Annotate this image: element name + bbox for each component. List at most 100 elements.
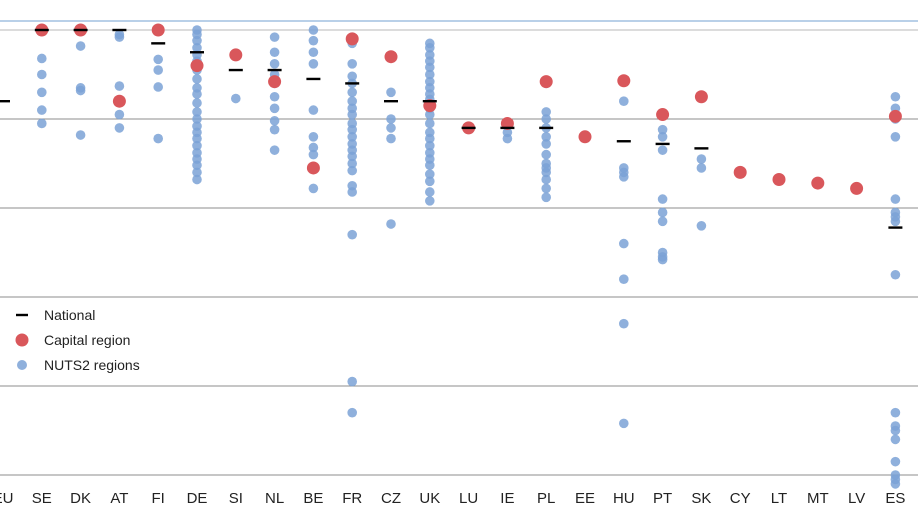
region-point [192,43,202,53]
region-point [890,91,901,102]
capital-point [850,181,864,195]
region-point [890,479,901,489]
region-point [657,124,668,135]
region-point [619,172,629,182]
capital-point [112,94,126,108]
x-tick-label: IE [500,490,514,507]
x-tick-label: PL [537,490,555,507]
region-point [347,165,358,176]
region-point [192,35,202,46]
region-point [37,87,47,98]
region-point [386,87,396,98]
region-point [657,145,668,155]
x-tick-label: LT [771,490,787,507]
region-point [269,59,280,69]
capital-point [268,75,282,89]
x-tick-label: EE [575,490,595,507]
legend-capital-label: Capital region [44,332,130,348]
region-point [890,407,901,418]
x-tick-label: SI [229,490,243,507]
x-tick-label: CZ [381,490,401,507]
region-point [308,183,319,194]
x-tick-label: FI [152,490,165,507]
capital-point [617,74,631,88]
capital-point [772,173,786,187]
region-point [619,96,629,106]
region-point [541,174,551,185]
region-point [541,132,551,142]
capital-point [190,59,204,73]
x-tick-label: SE [32,490,52,507]
capital-point [578,130,592,144]
region-point [425,43,435,53]
capital-point [345,32,359,46]
region-point [425,133,435,144]
region-point [347,71,358,82]
region-point [347,229,358,240]
region-point [619,274,629,285]
region-point [657,194,668,204]
region-point [696,163,707,173]
region-point [425,187,435,197]
region-point [502,133,513,144]
region-point [890,216,901,227]
x-tick-label: EU [0,490,13,507]
region-point [890,434,901,445]
region-point [386,114,396,124]
x-tick-label: NL [265,490,284,507]
region-point [386,133,396,144]
region-point [425,69,435,80]
legend: National Capital region NUTS2 regions [15,307,140,373]
region-point [425,140,435,151]
region-point [425,118,435,129]
capital-point [656,108,670,122]
region-point [619,238,629,249]
region-point [269,32,280,42]
capital-point [423,99,437,113]
region-point [269,103,280,114]
legend-regions-label: NUTS2 regions [44,357,140,373]
x-tick-label: HU [613,490,635,507]
x-tick-label: PT [653,490,672,507]
region-point [153,133,163,144]
region-point [153,82,163,92]
capital-point [500,116,514,130]
x-tick-label: CY [730,490,751,507]
x-tick-label: DK [70,490,91,507]
region-point [114,109,125,120]
x-tick-label: BE [303,490,323,507]
region-point [192,174,202,185]
region-point [114,123,125,133]
region-point [425,169,435,179]
region-point [386,219,396,229]
region-point [619,418,629,429]
x-tick-label: LV [848,490,865,507]
region-point [425,109,435,120]
gridlines [0,20,918,476]
region-point [308,59,319,69]
region-point [192,160,202,171]
capital-point [151,23,165,37]
region-point [114,32,125,42]
capital-point [539,75,553,89]
x-axis-ticks: EU SE DK AT FI DE SI NL BE FR CZ UK LU IE PL EE HU PT SK CY… [0,490,905,507]
capital-point [733,165,747,179]
capital-point [694,90,708,104]
region-point [75,130,86,140]
capital-point [888,109,902,123]
nuts2-series [37,25,901,489]
legend-national-label: National [44,307,95,323]
region-point [75,85,86,96]
region-point [347,96,358,106]
region-point [347,59,358,69]
region-point [657,216,668,227]
region-point [425,196,435,206]
x-tick-label: AT [110,490,128,507]
national-series [0,28,903,229]
region-point [37,118,47,129]
region-point [541,183,551,194]
region-point [541,149,551,160]
region-point [541,167,551,178]
region-point [890,456,901,467]
